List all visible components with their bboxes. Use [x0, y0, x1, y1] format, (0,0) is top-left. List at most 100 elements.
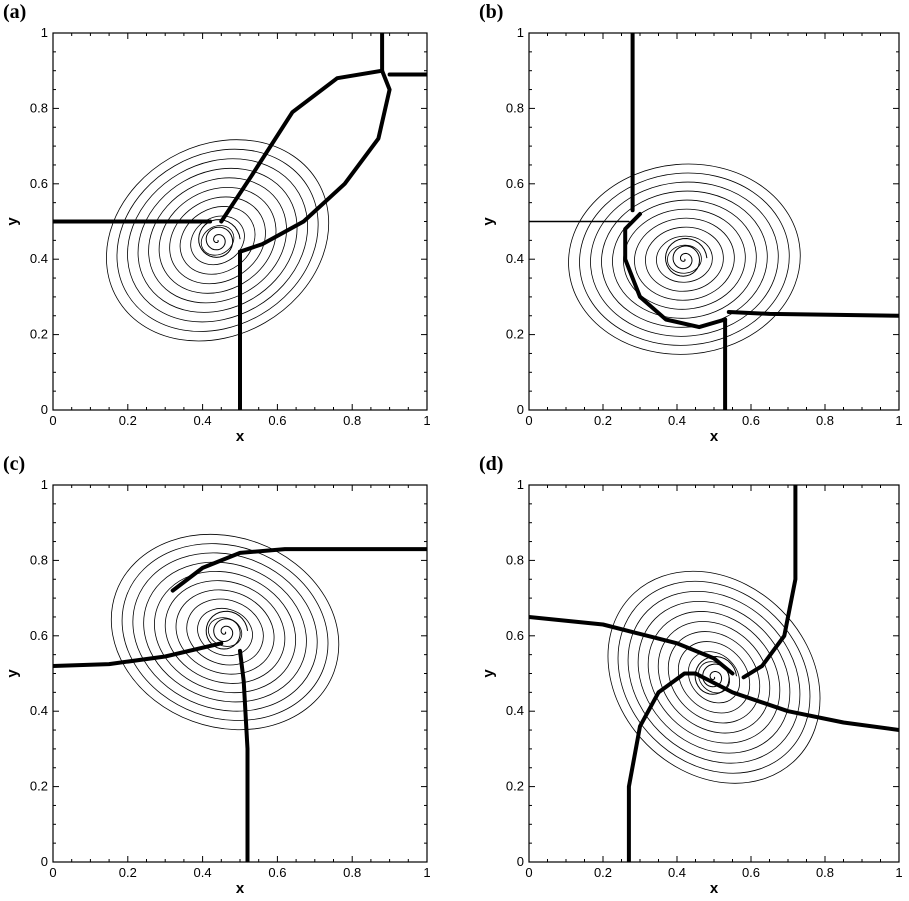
x-tick-label: 0.4: [194, 865, 212, 880]
x-axis-title: x: [236, 428, 245, 445]
contour-line: [179, 206, 256, 275]
x-tick-label: 0.6: [268, 865, 286, 880]
contour-line: [164, 580, 286, 684]
contour-line: [637, 600, 791, 754]
contour-line: [186, 598, 264, 666]
y-tick-label: 1: [517, 25, 524, 40]
y-tick-label: 0.6: [506, 628, 524, 643]
axes-frame: [528, 484, 900, 863]
y-tick-label: 0: [517, 854, 524, 869]
panel-label: (d): [479, 453, 503, 475]
shock-line: [726, 310, 899, 318]
contour-line: [200, 225, 235, 256]
y-tick-label: 0: [517, 402, 524, 417]
y-tick-label: 1: [517, 477, 524, 492]
y-tick-label: 0.4: [30, 703, 48, 718]
contour-line: [148, 177, 287, 304]
shock-line: [53, 641, 224, 668]
y-tick-label: 0.2: [30, 327, 48, 342]
contour-line: [116, 148, 319, 332]
plot-area: [53, 33, 427, 410]
x-tick-label: 0.2: [594, 413, 612, 428]
y-axis-title: y: [480, 669, 497, 678]
contour-line: [175, 589, 275, 675]
contour-line: [607, 570, 821, 784]
x-axis-title: x: [710, 428, 719, 445]
x-tick-label: 0.8: [816, 413, 834, 428]
x-tick-label: 1: [895, 413, 902, 428]
contour-line: [143, 561, 307, 703]
x-tick-label: 0.4: [668, 413, 686, 428]
contour-line: [657, 621, 771, 734]
contour-line: [627, 590, 801, 764]
x-tick-label: 0: [525, 413, 532, 428]
contour-line: [634, 217, 735, 301]
x-tick-label: 0.6: [742, 413, 760, 428]
y-axis-title: y: [4, 217, 21, 226]
x-tick-label: 0.8: [343, 413, 361, 428]
shock-line: [693, 671, 899, 732]
y-axis-title: y: [4, 669, 21, 678]
contour-line: [687, 651, 741, 704]
x-axis-title: x: [236, 880, 245, 896]
y-tick-label: 0.4: [506, 251, 524, 266]
x-tick-label: 0.4: [668, 865, 686, 880]
plot-area: [529, 485, 899, 862]
x-tick-label: 0.2: [119, 413, 137, 428]
x-tick-label: 0.6: [268, 413, 286, 428]
contour-line: [169, 196, 266, 285]
x-axis-title: x: [710, 880, 719, 896]
contour-line: [590, 181, 779, 337]
panel-a: 00 0.2 0.2 0.4 0.4 0.6 0.6 0.8 0.8 1 1 x y (a): [3, 1, 431, 445]
contour-line: [623, 208, 746, 310]
panel-b: 00 0.2 0.2 0.4 0.4 0.6 0.6 0.8 0.8 1 1 x y (b): [479, 1, 903, 445]
x-tick-label: 0.2: [119, 865, 137, 880]
x-tick-label: 0.4: [194, 413, 212, 428]
contour-line: [132, 552, 318, 712]
vortex-spiral: [198, 219, 241, 258]
x-tick-label: 0: [49, 865, 56, 880]
y-tick-label: 0.8: [30, 552, 48, 567]
contour-line: [568, 163, 801, 355]
plot-area: [529, 33, 899, 410]
y-tick-label: 0: [41, 402, 48, 417]
shock-line: [238, 648, 250, 862]
contour-line: [106, 139, 330, 342]
contour-line: [158, 186, 277, 294]
x-tick-label: 0.2: [594, 865, 612, 880]
contour-line: [656, 235, 713, 283]
shock-line: [170, 547, 427, 593]
x-tick-label: 0.8: [816, 865, 834, 880]
plot-area: [53, 533, 427, 862]
panel-d: 00 0.2 0.2 0.4 0.4 0.6 0.6 0.8 0.8 1 1 x y (d): [479, 453, 903, 897]
x-tick-label: 0: [525, 865, 532, 880]
contour-line: [617, 580, 811, 774]
x-tick-label: 1: [895, 865, 902, 880]
y-tick-label: 0.2: [30, 779, 48, 794]
panel-label: (a): [3, 1, 26, 23]
shock-line: [219, 68, 392, 254]
y-tick-label: 0.2: [506, 779, 524, 794]
y-tick-label: 0.8: [506, 100, 524, 115]
y-tick-label: 1: [41, 25, 48, 40]
x-tick-label: 1: [423, 865, 430, 880]
x-tick-label: 0.6: [742, 865, 760, 880]
contour-line: [137, 167, 298, 313]
y-tick-label: 0.8: [30, 100, 48, 115]
panel-label: (b): [479, 1, 503, 23]
shock-line: [741, 485, 798, 680]
contour-line: [197, 607, 253, 657]
shock-line: [529, 615, 735, 676]
contour-line: [154, 570, 297, 694]
y-tick-label: 0.6: [506, 176, 524, 191]
vortex-spiral: [664, 237, 708, 277]
vortex-spiral: [205, 610, 249, 650]
y-tick-label: 0: [41, 854, 48, 869]
x-tick-label: 0: [49, 413, 56, 428]
panel-label: (c): [3, 453, 25, 475]
y-tick-label: 1: [41, 477, 48, 492]
shock-line: [626, 671, 698, 862]
y-tick-label: 0.6: [30, 176, 48, 191]
